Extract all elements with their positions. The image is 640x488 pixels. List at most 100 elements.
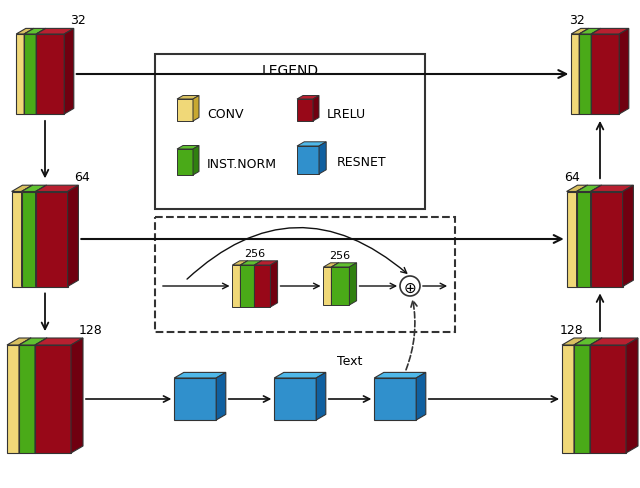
Polygon shape: [12, 186, 33, 192]
Polygon shape: [574, 338, 586, 453]
Text: CONV: CONV: [207, 107, 243, 120]
Polygon shape: [590, 338, 602, 453]
Polygon shape: [577, 192, 591, 287]
Text: 256: 256: [244, 248, 266, 258]
Polygon shape: [566, 192, 577, 287]
Polygon shape: [620, 29, 629, 115]
Polygon shape: [177, 100, 193, 122]
Polygon shape: [562, 338, 586, 346]
Polygon shape: [241, 265, 255, 307]
Polygon shape: [591, 192, 623, 287]
Polygon shape: [323, 263, 339, 267]
Text: LRELU: LRELU: [327, 107, 366, 120]
Polygon shape: [591, 186, 634, 192]
Polygon shape: [24, 29, 46, 35]
Polygon shape: [590, 346, 626, 453]
Polygon shape: [577, 186, 588, 287]
Polygon shape: [316, 373, 326, 420]
Text: LEGEND: LEGEND: [261, 64, 319, 78]
Polygon shape: [22, 192, 36, 287]
Text: 32: 32: [70, 14, 86, 27]
Polygon shape: [274, 373, 326, 378]
Polygon shape: [36, 35, 64, 115]
Polygon shape: [16, 29, 34, 35]
Polygon shape: [374, 373, 426, 378]
Polygon shape: [297, 100, 313, 122]
Polygon shape: [297, 147, 319, 175]
Text: INST.NORM: INST.NORM: [207, 158, 277, 171]
Polygon shape: [297, 142, 326, 147]
Polygon shape: [274, 378, 316, 420]
Text: 256: 256: [330, 250, 351, 260]
Polygon shape: [591, 29, 601, 115]
Polygon shape: [349, 263, 356, 305]
Polygon shape: [35, 346, 71, 453]
Polygon shape: [626, 338, 638, 453]
Polygon shape: [332, 267, 349, 305]
Polygon shape: [36, 29, 74, 35]
Polygon shape: [241, 261, 262, 265]
Polygon shape: [7, 346, 19, 453]
Polygon shape: [71, 338, 83, 453]
Polygon shape: [562, 346, 574, 453]
Polygon shape: [255, 261, 278, 265]
Polygon shape: [579, 29, 601, 35]
Text: 128: 128: [79, 324, 103, 336]
Polygon shape: [7, 338, 31, 346]
Polygon shape: [590, 338, 638, 346]
Polygon shape: [216, 373, 226, 420]
Text: 64: 64: [74, 171, 90, 184]
Polygon shape: [36, 186, 46, 287]
Polygon shape: [574, 338, 602, 346]
Polygon shape: [193, 96, 199, 122]
Polygon shape: [270, 261, 278, 307]
Polygon shape: [35, 338, 47, 453]
Polygon shape: [319, 142, 326, 175]
FancyArrowPatch shape: [187, 228, 406, 280]
Polygon shape: [255, 265, 270, 307]
Polygon shape: [313, 96, 319, 122]
Polygon shape: [177, 146, 199, 150]
Polygon shape: [566, 186, 588, 192]
Polygon shape: [36, 29, 46, 115]
Polygon shape: [36, 186, 78, 192]
Polygon shape: [332, 263, 339, 305]
Polygon shape: [36, 192, 68, 287]
Polygon shape: [24, 29, 34, 115]
Polygon shape: [16, 35, 24, 115]
Polygon shape: [591, 29, 629, 35]
Polygon shape: [232, 261, 248, 265]
Polygon shape: [572, 35, 579, 115]
Polygon shape: [64, 29, 74, 115]
Polygon shape: [12, 192, 22, 287]
Polygon shape: [174, 378, 216, 420]
Polygon shape: [416, 373, 426, 420]
Polygon shape: [19, 338, 47, 346]
Polygon shape: [22, 186, 46, 192]
Polygon shape: [232, 265, 241, 307]
Polygon shape: [193, 146, 199, 176]
Polygon shape: [68, 186, 78, 287]
Text: 32: 32: [569, 14, 585, 27]
Text: 64: 64: [564, 171, 580, 184]
Polygon shape: [579, 35, 591, 115]
Polygon shape: [19, 338, 31, 453]
FancyBboxPatch shape: [155, 55, 425, 209]
Text: $\oplus$: $\oplus$: [403, 280, 417, 295]
Polygon shape: [241, 261, 248, 307]
Polygon shape: [297, 96, 319, 100]
Polygon shape: [323, 267, 332, 305]
Polygon shape: [374, 378, 416, 420]
Polygon shape: [591, 35, 620, 115]
Polygon shape: [579, 29, 589, 115]
Text: Text: Text: [337, 355, 363, 367]
FancyArrowPatch shape: [406, 301, 417, 370]
Polygon shape: [591, 186, 602, 287]
Polygon shape: [22, 186, 33, 287]
Polygon shape: [35, 338, 83, 346]
Circle shape: [400, 276, 420, 296]
Polygon shape: [574, 346, 590, 453]
Polygon shape: [332, 263, 356, 267]
Text: RESNET: RESNET: [337, 156, 387, 169]
Polygon shape: [177, 150, 193, 176]
